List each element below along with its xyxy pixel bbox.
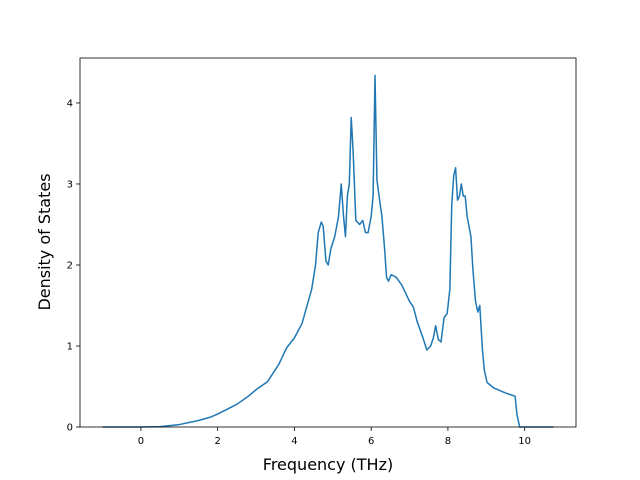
x-tick-label: 4 xyxy=(291,436,297,447)
x-tick-label: 10 xyxy=(518,436,531,447)
y-tick-label: 4 xyxy=(67,98,73,109)
x-axis-label: Frequency (THz) xyxy=(263,455,393,474)
y-tick-label: 3 xyxy=(67,179,73,190)
x-tick-label: 6 xyxy=(368,436,374,447)
y-tick-label: 1 xyxy=(67,341,73,352)
y-tick-label: 0 xyxy=(67,423,73,434)
data-line xyxy=(102,74,554,428)
x-tick-label: 0 xyxy=(138,436,144,447)
y-axis-label: Density of States xyxy=(35,173,54,310)
x-tick-label: 8 xyxy=(445,436,451,447)
x-tick-label: 2 xyxy=(214,436,220,447)
y-tick-label: 2 xyxy=(67,260,73,271)
plot-frame xyxy=(79,57,577,428)
